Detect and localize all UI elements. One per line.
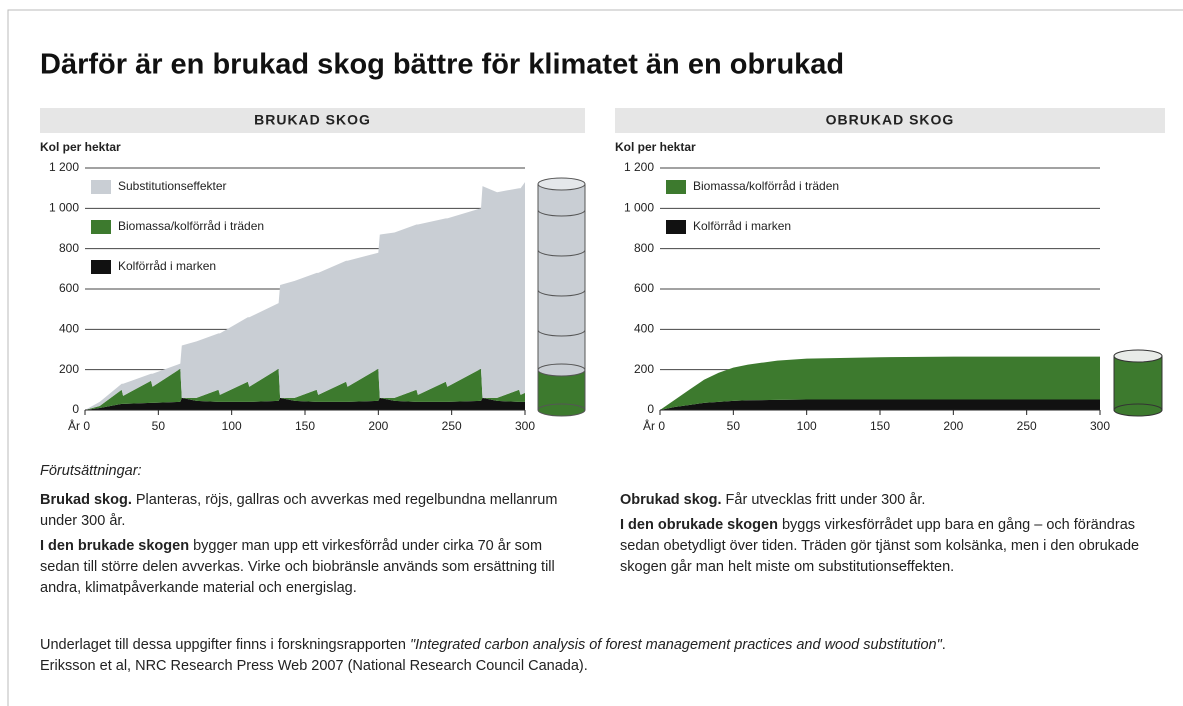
x-tick-label: 250 (442, 419, 462, 433)
y-tick-label: 1 200 (624, 160, 654, 174)
paragraph: Obrukad skog. Får utvecklas fritt under … (620, 490, 1165, 511)
x-tick-label: 100 (222, 419, 242, 433)
panel-title: BRUKAD SKOG (254, 112, 371, 128)
chart-panel: OBRUKAD SKOG Kol per hektar 0 200 400 600 800 1… (615, 108, 1165, 433)
chart-panel: BRUKAD SKOG Kol per hektar 0 200 400 600 800 1 … (40, 108, 585, 433)
cylinder (1114, 350, 1162, 416)
legend-swatch (91, 220, 111, 234)
y-axis-label: Kol per hektar (40, 140, 121, 154)
y-tick-label: 800 (59, 241, 79, 255)
paragraph-lead: I den brukade skogen (40, 538, 189, 554)
legend-swatch (666, 180, 686, 194)
y-axis-label: Kol per hektar (615, 140, 696, 154)
y-tick-label: 400 (634, 322, 654, 336)
legend-swatch (91, 260, 111, 274)
paragraph: I den brukade skogen bygger man upp ett … (40, 536, 575, 599)
legend-label: Biomassa/kolförråd i träden (693, 179, 839, 193)
y-tick-label: 600 (59, 281, 79, 295)
text-block: Obrukad skog. Får utvecklas fritt under … (620, 490, 1165, 582)
y-tick-label: 200 (59, 362, 79, 376)
source-end: . (942, 637, 946, 653)
area (85, 182, 525, 410)
x-tick-label: År 0 (643, 418, 665, 433)
paragraph: Brukad skog. Planteras, röjs, gallras oc… (40, 490, 575, 532)
y-tick-label: 1 200 (49, 160, 79, 174)
conditions-label: Förutsättningar: (40, 461, 142, 482)
x-tick-label: 100 (797, 419, 817, 433)
x-tick-label: 50 (727, 419, 741, 433)
x-tick-label: 150 (295, 419, 315, 433)
paragraph-lead: Obrukad skog. (620, 492, 722, 508)
legend-label: Kolförråd i marken (118, 259, 216, 273)
x-tick-label: 50 (152, 419, 166, 433)
y-tick-label: 400 (59, 322, 79, 336)
x-tick-label: 250 (1017, 419, 1037, 433)
text-block: Brukad skog. Planteras, röjs, gallras oc… (40, 490, 575, 603)
x-tick-label: 300 (515, 419, 535, 433)
source-text: Underlaget till dessa uppgifter finns i … (40, 637, 410, 653)
source: Underlaget till dessa uppgifter finns i … (40, 635, 1160, 677)
cylinder (538, 178, 585, 416)
page-title: Därför är en brukad skog bättre för klim… (40, 49, 844, 81)
legend-swatch (91, 180, 111, 194)
source-title: "Integrated carbon analysis of forest ma… (410, 637, 942, 653)
panel-title: OBRUKAD SKOG (826, 112, 955, 128)
paragraph-lead: Brukad skog. (40, 492, 132, 508)
x-tick-label: År 0 (68, 418, 90, 433)
x-tick-label: 300 (1090, 419, 1110, 433)
legend-label: Substitutionseffekter (118, 179, 227, 193)
legend-swatch (666, 220, 686, 234)
legend-label: Biomassa/kolförråd i träden (118, 219, 264, 233)
y-tick-label: 600 (634, 281, 654, 295)
x-tick-label: 150 (870, 419, 890, 433)
y-tick-label: 200 (634, 362, 654, 376)
y-tick-label: 0 (647, 402, 654, 416)
y-tick-label: 800 (634, 241, 654, 255)
y-tick-label: 1 000 (624, 201, 654, 215)
paragraph: I den obrukade skogen byggs virkesförråd… (620, 515, 1165, 578)
x-tick-label: 200 (943, 419, 963, 433)
y-tick-label: 0 (72, 402, 79, 416)
page: OBRUKAD SKOG Kol per hektar 0 200 400 600 800 1… (0, 0, 1183, 706)
y-tick-label: 1 000 (49, 201, 79, 215)
paragraph-body: Får utvecklas fritt under 300 år. (722, 492, 926, 508)
source-line: Eriksson et al, NRC Research Press Web 2… (40, 658, 588, 674)
paragraph-lead: I den obrukade skogen (620, 517, 778, 533)
x-tick-label: 200 (368, 419, 388, 433)
legend-label: Kolförråd i marken (693, 219, 791, 233)
